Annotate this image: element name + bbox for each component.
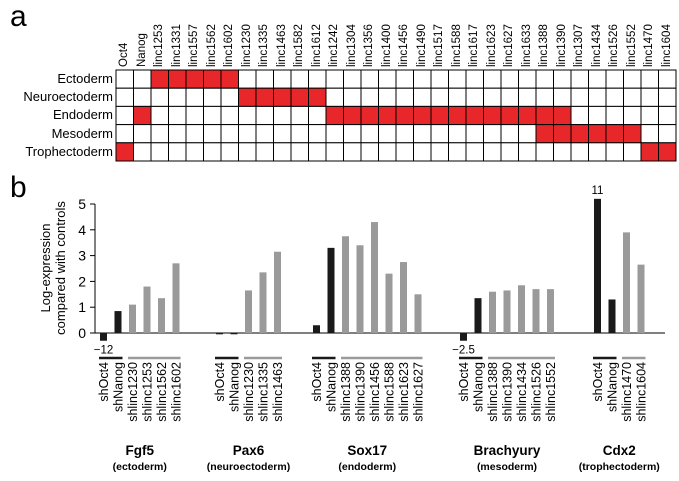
x-tick-label: shlinc1253 <box>141 362 155 422</box>
x-tick-label: shlinc1230 <box>126 362 140 422</box>
y-tick-label: 2 <box>78 273 86 289</box>
bar <box>100 333 107 341</box>
x-tick-label: shlinc1627 <box>412 362 426 422</box>
gene-label: Brachyury <box>474 443 541 458</box>
bar <box>274 251 281 333</box>
x-tick-label: shlinc1526 <box>530 362 544 422</box>
lineage-label: (mesoderm) <box>477 461 537 473</box>
y-tick-label: 1 <box>78 299 86 315</box>
bar <box>503 290 511 333</box>
x-tick-label: shNanog <box>606 362 620 412</box>
x-tick-label: shOct4 <box>457 362 471 402</box>
heatmap-grid <box>115 69 677 162</box>
bar <box>623 232 630 333</box>
y-axis-label: compared with controls <box>53 201 68 335</box>
bar <box>216 333 223 335</box>
bar <box>637 264 645 333</box>
bar <box>371 222 378 333</box>
bar-annotation: 11 <box>592 185 604 197</box>
bar <box>158 298 165 333</box>
bar <box>460 333 467 341</box>
bar <box>259 272 267 333</box>
bar <box>489 291 496 333</box>
panel-label-a: a <box>10 0 27 33</box>
heatmap-row-label: Ectoderm <box>57 71 113 86</box>
heatmap-row-label: Mesoderm <box>51 125 113 141</box>
heatmap-cell <box>658 142 677 162</box>
bar-annotation: −12 <box>94 345 114 357</box>
y-tick-label: 0 <box>78 325 86 341</box>
bar <box>594 198 601 333</box>
bar <box>230 333 238 335</box>
bar <box>313 325 320 333</box>
x-tick-label: shlinc1602 <box>170 362 184 422</box>
bar <box>129 304 136 333</box>
x-tick-label: shlinc1552 <box>544 362 558 422</box>
x-tick-label: shlinc1463 <box>271 362 285 422</box>
bar <box>245 290 252 333</box>
bar <box>518 285 525 333</box>
y-tick-label: 5 <box>78 196 86 212</box>
x-tick-label: shOct4 <box>591 362 605 402</box>
y-tick-label: 3 <box>78 248 86 264</box>
heatmap-row-label: Trophectoderm <box>25 143 113 159</box>
x-tick-label: shOct4 <box>213 362 227 402</box>
lineage-label: (endoderm) <box>338 461 396 473</box>
x-tick-label: shNanog <box>228 362 242 412</box>
heatmap-row-label: Endoderm <box>53 107 113 123</box>
gene-label: Cdx2 <box>603 443 636 458</box>
x-tick-label: shlinc1230 <box>242 362 256 422</box>
x-tick-label: shlinc1335 <box>257 362 271 422</box>
x-tick-label: shlinc1390 <box>354 362 368 422</box>
x-tick-label: shlinc1623 <box>397 362 411 422</box>
x-tick-label: shlinc1434 <box>515 362 529 422</box>
x-tick-label: shlinc1388 <box>339 362 353 422</box>
bar <box>342 236 349 333</box>
bar <box>400 262 407 333</box>
x-tick-label: shlinc1390 <box>501 362 515 422</box>
x-tick-label: shOct4 <box>310 362 324 402</box>
panel-label-b: b <box>10 171 27 204</box>
bar <box>474 298 482 333</box>
lineage-label: (neuroectoderm) <box>207 461 290 473</box>
gene-label: Pax6 <box>233 443 265 458</box>
bar <box>608 299 616 333</box>
lineage-label: (trophectoderm) <box>579 461 660 473</box>
x-tick-label: shlinc1456 <box>368 362 382 422</box>
x-tick-label: shlinc1470 <box>620 362 634 422</box>
x-tick-label: shlinc1588 <box>383 362 397 422</box>
x-tick-label: shlinc1388 <box>486 362 500 422</box>
bar <box>172 263 180 333</box>
bar <box>356 245 364 333</box>
bar <box>143 286 151 333</box>
x-tick-label: shNanog <box>472 362 486 412</box>
gene-label: Fgf5 <box>126 443 155 458</box>
bar <box>385 273 393 333</box>
bar <box>114 311 122 333</box>
bar <box>327 247 335 333</box>
gene-label: Sox17 <box>347 443 387 458</box>
y-tick-label: 4 <box>78 222 86 238</box>
bar <box>414 294 422 333</box>
x-tick-label: shOct4 <box>97 362 111 402</box>
bar-annotation: −2.5 <box>452 345 475 357</box>
lineage-label: (ectoderm) <box>113 461 167 473</box>
x-tick-label: shlinc1562 <box>155 362 169 422</box>
x-tick-label: shlinc1604 <box>635 362 649 422</box>
bar <box>547 289 554 333</box>
heatmap-row-label: Neuroectoderm <box>23 89 113 105</box>
bar <box>532 289 540 333</box>
x-tick-label: shNanog <box>112 362 126 412</box>
y-axis-label: Log-expression <box>38 224 53 313</box>
x-tick-label: shNanog <box>325 362 339 412</box>
